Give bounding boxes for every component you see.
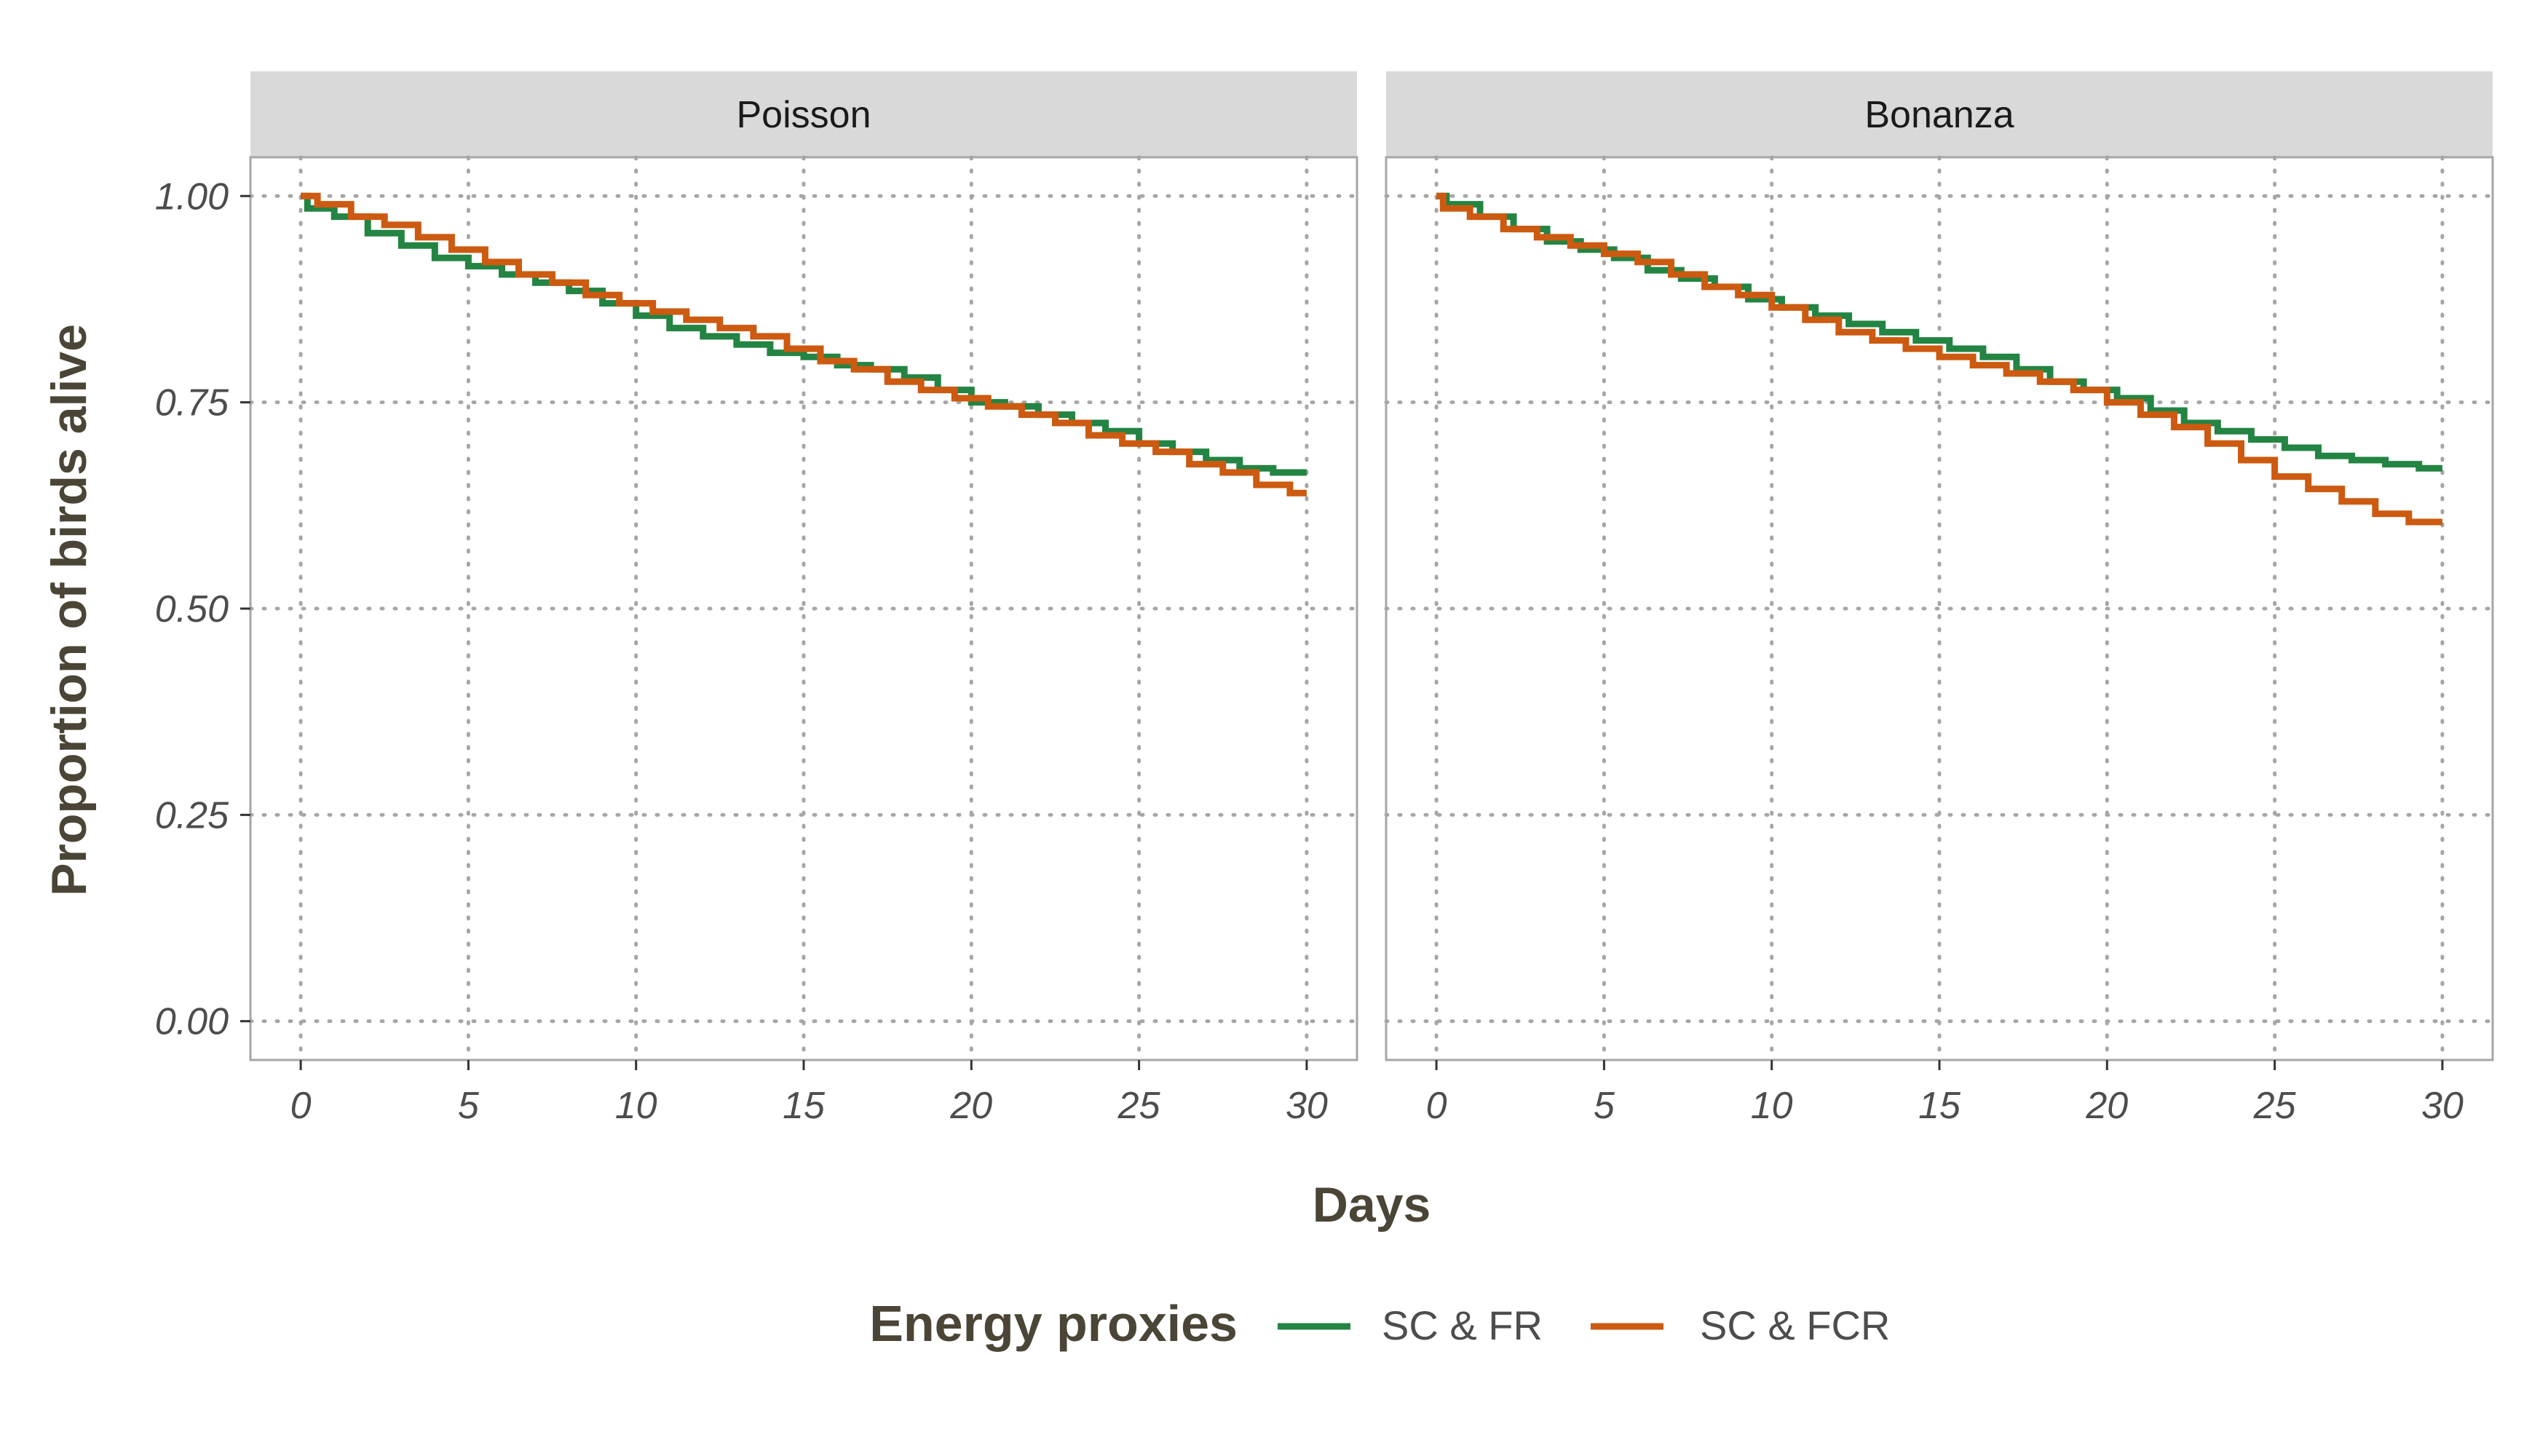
y-axis-title: Proportion of birds alive bbox=[41, 324, 97, 896]
grid-lines bbox=[248, 155, 1359, 1062]
y-tick-label: 0.75 bbox=[155, 382, 229, 424]
panel-poisson: Poisson 0 5 10 15 20 25 30 0.00 0.25 0.50 0.75 1.0… bbox=[155, 71, 1359, 1127]
x-tick-label: 0 bbox=[1426, 1085, 1447, 1127]
series-line-sc-fr bbox=[301, 192, 1307, 476]
grid-lines bbox=[1384, 155, 2495, 1062]
x-tick-label: 5 bbox=[1594, 1085, 1615, 1127]
panel-bonanza: Bonanza 0 5 10 15 20 25 30 bbox=[1384, 71, 2495, 1127]
series-line-sc-fr bbox=[1436, 192, 2442, 472]
panel-title: Poisson bbox=[737, 94, 871, 136]
x-tick-label: 25 bbox=[2253, 1085, 2297, 1127]
y-tick-label: 0.50 bbox=[155, 588, 229, 630]
series-line-sc-fcr bbox=[301, 192, 1307, 496]
x-tick-label: 20 bbox=[949, 1085, 992, 1127]
x-tick-label: 0 bbox=[290, 1085, 312, 1127]
y-tick-label: 1.00 bbox=[155, 175, 229, 218]
x-tick-label: 30 bbox=[2421, 1085, 2464, 1127]
x-tick-label: 5 bbox=[458, 1085, 480, 1127]
legend: Energy proxies SC & FR SC & FCR bbox=[869, 1295, 1890, 1352]
series-lines bbox=[301, 192, 1307, 496]
x-axis-title: Days bbox=[1313, 1177, 1431, 1233]
legend-title: Energy proxies bbox=[869, 1295, 1238, 1352]
panel-strip bbox=[1386, 71, 2493, 157]
y-tick-labels: 0.00 0.25 0.50 0.75 1.00 bbox=[155, 175, 250, 1043]
x-tick-label: 10 bbox=[1751, 1085, 1793, 1127]
x-tick-label: 15 bbox=[783, 1085, 826, 1127]
x-tick-label: 20 bbox=[2085, 1085, 2128, 1127]
panel-title: Bonanza bbox=[1864, 94, 2014, 136]
x-tick-label: 25 bbox=[1117, 1085, 1161, 1127]
x-tick-labels: 0 5 10 15 20 25 30 bbox=[1426, 1060, 2464, 1127]
x-tick-label: 30 bbox=[1286, 1085, 1328, 1127]
y-tick-label: 0.00 bbox=[155, 1001, 229, 1043]
x-tick-label: 15 bbox=[1918, 1085, 1961, 1127]
y-tick-label: 0.25 bbox=[155, 794, 229, 836]
series-lines bbox=[1436, 192, 2442, 526]
series-line-sc-fcr bbox=[1436, 192, 2442, 526]
panel-strip bbox=[250, 71, 1357, 157]
legend-label-sc-fr: SC & FR bbox=[1382, 1302, 1543, 1348]
x-tick-labels: 0 5 10 15 20 25 30 bbox=[290, 1060, 1328, 1127]
legend-label-sc-fcr: SC & FCR bbox=[1700, 1302, 1890, 1348]
x-tick-label: 10 bbox=[615, 1085, 657, 1127]
